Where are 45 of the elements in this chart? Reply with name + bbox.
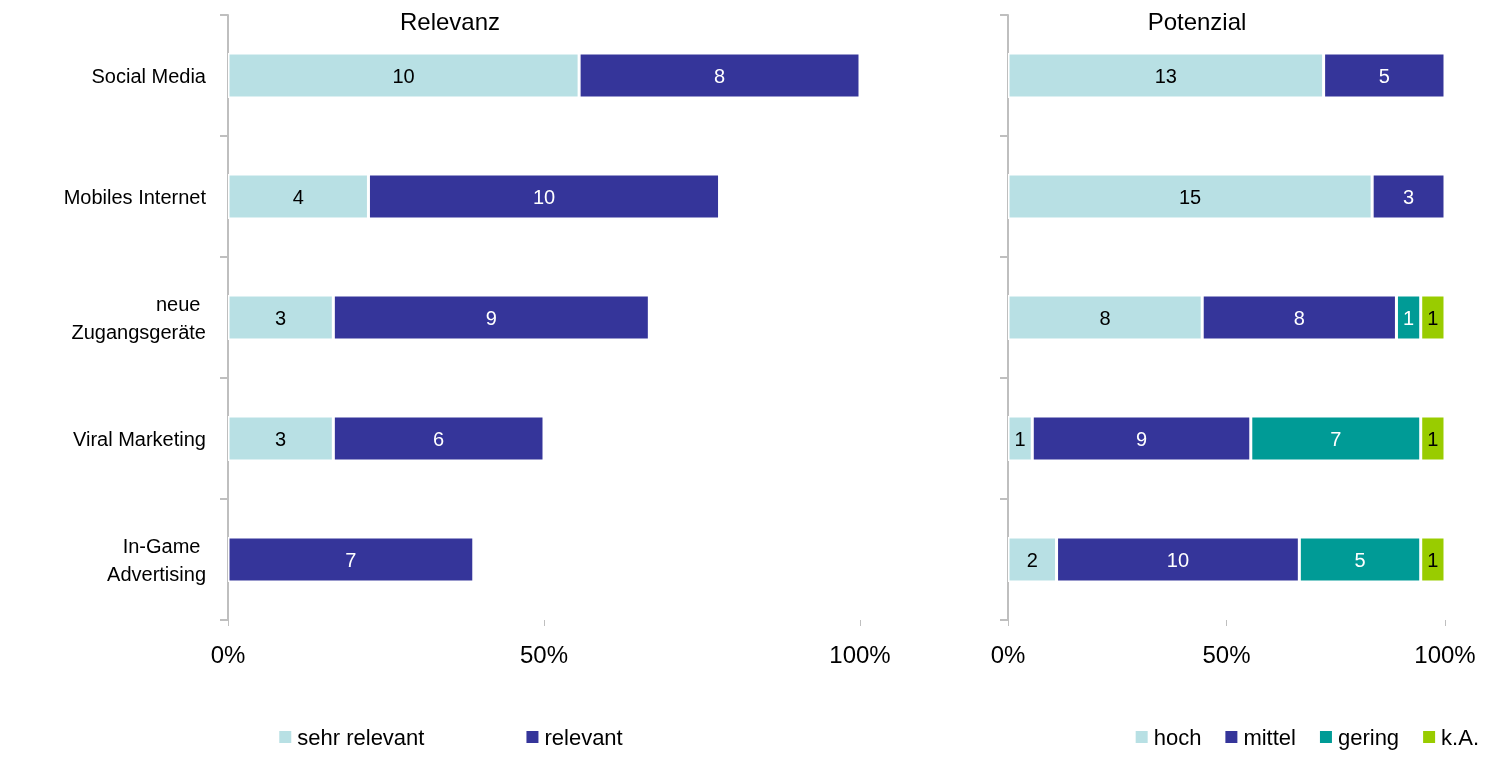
data-label: 5	[1354, 548, 1366, 571]
bar	[228, 537, 474, 582]
data-label: 13	[1154, 64, 1177, 87]
data-label: 3	[1403, 185, 1415, 208]
data-label: 9	[485, 306, 497, 329]
data-label: 1	[1014, 427, 1026, 450]
y-tick-label: neue Zugangsgeräte	[71, 292, 206, 343]
x2-tick-label: 0%	[990, 640, 1026, 668]
x2-tick-label: 50%	[519, 640, 569, 668]
x2-tick-label: 0%	[210, 640, 246, 668]
data-label: 3	[275, 306, 287, 329]
y-tick-label: Social Media	[91, 64, 207, 87]
y-tick-label: In-Game Advertising	[107, 534, 206, 585]
x2-tick-label: 100%	[1414, 640, 1476, 668]
y-tick-label: Mobiles Internet	[63, 185, 207, 208]
data-label: 7	[345, 548, 357, 571]
data-label: 2	[1026, 548, 1038, 571]
data-label: 1	[1427, 548, 1439, 571]
x2-tick-label: 50%	[1202, 640, 1251, 668]
data-label: 4	[292, 185, 304, 208]
legend-label: k.A.	[1441, 724, 1480, 750]
data-label: 3	[275, 427, 287, 450]
legend-label: hoch	[1153, 724, 1202, 750]
x2-tick-label: 100%	[829, 640, 891, 668]
legend-label: sehr relevant	[297, 724, 425, 750]
data-label: 9	[1135, 427, 1148, 450]
y-tick-label: Viral Marketing	[72, 427, 206, 450]
data-label: 15	[1178, 185, 1202, 208]
chart-title: Relevanz	[399, 7, 501, 35]
data-label: 10	[392, 64, 415, 87]
data-label: 1	[1427, 427, 1439, 450]
legend-label: relevant	[544, 724, 623, 750]
data-label: 10	[532, 185, 556, 208]
data-label: 8	[1099, 306, 1111, 329]
data-label: 10	[1166, 548, 1190, 571]
data-label: 5	[1378, 64, 1390, 87]
data-label: 8	[713, 64, 726, 87]
data-label: 6	[433, 427, 445, 450]
data-label: 8	[1293, 306, 1305, 329]
legend-label: mittel	[1243, 724, 1296, 750]
chart-title: Potenzial	[1147, 7, 1247, 35]
data-label: 7	[1330, 427, 1342, 450]
legend-label: gering	[1337, 724, 1400, 750]
data-label: 1	[1403, 306, 1415, 329]
data-label: 1	[1427, 306, 1439, 329]
